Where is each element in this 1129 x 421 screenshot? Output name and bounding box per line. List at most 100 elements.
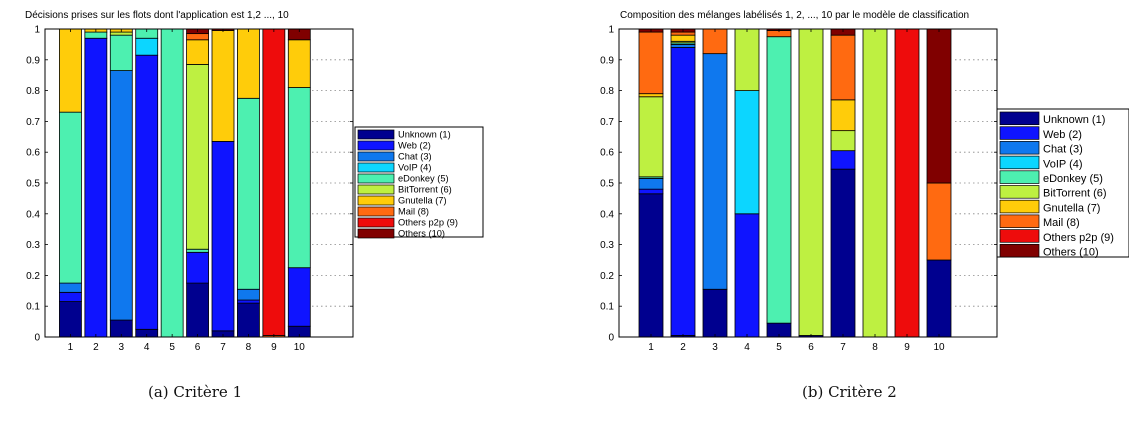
x-tick-label: 4: [744, 342, 750, 353]
bar-segment: [109, 34, 133, 71]
y-tick-label: 0.8: [600, 86, 614, 97]
legend-swatch: [999, 185, 1040, 199]
legend-swatch: [999, 199, 1040, 214]
y-tick-label: 1: [34, 25, 40, 36]
bar-segment: [186, 248, 209, 253]
legend-label: Unknown (1): [1043, 114, 1105, 126]
y-tick-label: 0.4: [26, 209, 40, 220]
chart-b: Composition des mélanges labélisés 1, 2,…: [600, 10, 1129, 353]
x-tick-label: 3: [119, 342, 125, 353]
bar-segment: [186, 251, 209, 284]
y-tick-label: 0.9: [26, 55, 40, 66]
legend-label: VoIP (4): [1043, 158, 1083, 170]
bar-segment: [237, 28, 260, 99]
bar-segment: [830, 130, 856, 152]
bar-segment: [830, 99, 856, 132]
bar-segment: [670, 31, 696, 36]
y-tick-label: 0.8: [26, 86, 40, 97]
bar-segment: [670, 34, 696, 42]
bar-segment: [862, 28, 888, 338]
x-tick-label: 8: [872, 342, 878, 353]
bar-segment: [702, 53, 728, 290]
y-tick-label: 0.1: [26, 302, 40, 313]
x-tick-label: 1: [648, 342, 654, 353]
legend-swatch: [357, 228, 395, 239]
legend-swatch: [357, 195, 395, 206]
bar-segment: [670, 44, 696, 48]
x-tick-label: 9: [904, 342, 910, 353]
chart-title: Décisions prises sur les flots dont l'ap…: [25, 10, 289, 21]
legend-swatch: [357, 173, 395, 184]
legend-swatch: [999, 111, 1040, 126]
x-tick-label: 5: [776, 342, 782, 353]
bar-segment: [287, 39, 311, 88]
bar-segment: [135, 37, 159, 56]
chart-a: Décisions prises sur les flots dont l'ap…: [25, 10, 484, 353]
bar-segment: [262, 28, 286, 336]
y-tick-label: 0.5: [26, 179, 40, 190]
bar-segment: [926, 259, 952, 338]
bar-segment: [766, 36, 792, 324]
x-tick-label: 9: [271, 342, 277, 353]
legend-label: Others p2p (9): [398, 218, 458, 228]
bar-segment: [186, 33, 209, 41]
bar-segment: [59, 28, 82, 113]
bar-segment: [186, 64, 209, 250]
y-tick-label: 0.1: [600, 302, 614, 313]
y-tick-label: 0.5: [600, 179, 614, 190]
bar-segment: [894, 28, 920, 338]
legend-label: Chat (3): [398, 152, 432, 162]
panel-b: Composition des mélanges labélisés 1, 2,…: [570, 0, 1129, 421]
bar-segment: [211, 30, 235, 142]
bar-segment: [59, 111, 82, 284]
legend-swatch: [999, 243, 1040, 258]
bar-segment: [59, 291, 82, 302]
legend-swatch: [357, 217, 395, 228]
bar-segment: [287, 267, 311, 327]
legend-label: eDonkey (5): [398, 174, 449, 184]
bar-segment: [638, 31, 664, 95]
legend-label: Unknown (1): [398, 130, 451, 140]
bar-segment: [287, 87, 311, 269]
legend-label: Web (2): [398, 141, 431, 151]
legend-swatch: [999, 229, 1040, 243]
bar-segment: [830, 150, 856, 170]
bar-segment: [109, 70, 133, 321]
bar-segment: [670, 47, 696, 336]
y-tick-label: 0.7: [600, 117, 614, 128]
x-tick-label: 10: [933, 342, 945, 353]
legend-swatch: [999, 214, 1040, 228]
bar-segment: [638, 177, 664, 190]
x-tick-label: 4: [144, 342, 150, 353]
bar-segment: [734, 28, 760, 91]
x-tick-label: 10: [294, 342, 306, 353]
legend-swatch: [357, 140, 395, 151]
legend-label: Web (2): [1043, 129, 1082, 141]
bar-segment: [734, 213, 760, 338]
y-tick-label: 0.6: [26, 148, 40, 159]
legend-label: eDonkey (5): [1043, 173, 1103, 185]
bar-segment: [926, 182, 952, 261]
bar-segment: [734, 90, 760, 215]
bar-segment: [59, 282, 82, 293]
legend-label: Others (10): [1043, 247, 1099, 259]
bar-segment: [160, 28, 184, 338]
bar-segment: [638, 93, 664, 98]
bar-segment: [830, 168, 856, 338]
bar-segment: [135, 54, 159, 330]
legend-label: Others (10): [398, 229, 445, 239]
bar-segment: [84, 31, 108, 39]
legend-label: Gnutella (7): [1043, 202, 1100, 214]
x-tick-label: 2: [93, 342, 99, 353]
x-tick-label: 5: [169, 342, 175, 353]
bar-segment: [59, 301, 82, 338]
bar-segment: [702, 28, 728, 55]
panel-a: Décisions prises sur les flots dont l'ap…: [0, 0, 560, 421]
x-tick-label: 8: [246, 342, 252, 353]
legend-label: VoIP (4): [398, 163, 431, 173]
y-tick-label: 0.2: [600, 271, 614, 282]
legend-swatch: [357, 162, 395, 173]
y-tick-label: 0.3: [600, 240, 614, 251]
bar-segment: [638, 96, 664, 178]
x-tick-label: 7: [220, 342, 226, 353]
